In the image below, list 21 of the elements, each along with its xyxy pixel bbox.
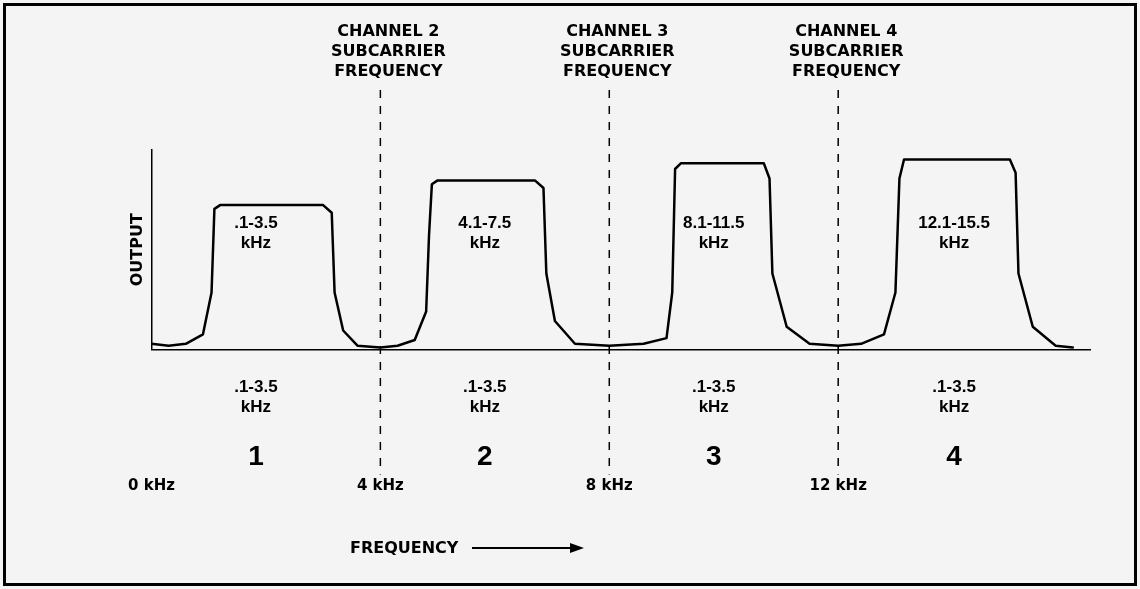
text: 3 — [705, 440, 722, 472]
text: .1-3.5 kHz — [234, 377, 278, 417]
text: 2 — [477, 440, 493, 472]
x-tick-label: 4 kHz — [356, 476, 405, 495]
text: .1-3.5 kHz — [692, 377, 736, 417]
y-axis-title: OUTPUT — [127, 213, 147, 287]
x-tick-label: 0 kHz — [128, 476, 176, 495]
annotation: 8.1-11.5 kHz — [683, 213, 745, 253]
annotation: 4.1-7.5 kHz — [458, 213, 512, 253]
ref-line-label: CHANNEL 4 SUBCARRIER FREQUENCY — [788, 21, 904, 81]
text: .1-3.5 kHz — [932, 377, 976, 417]
annotation: 12.1-15.5 kHz — [918, 213, 991, 253]
ref-line-label: CHANNEL 3 SUBCARRIER FREQUENCY — [559, 21, 675, 81]
annotation: .1-3.5 kHz — [234, 213, 278, 253]
x-tick-label: 12 kHz — [809, 476, 868, 495]
text: 1 — [248, 440, 264, 472]
x-axis-title: FREQUENCY — [350, 538, 459, 557]
ref-line-label: CHANNEL 2 SUBCARRIER FREQUENCY — [331, 21, 446, 81]
text: 4 — [946, 440, 963, 472]
x-tick-label: 8 kHz — [585, 476, 634, 495]
text: .1-3.5 kHz — [463, 377, 507, 417]
